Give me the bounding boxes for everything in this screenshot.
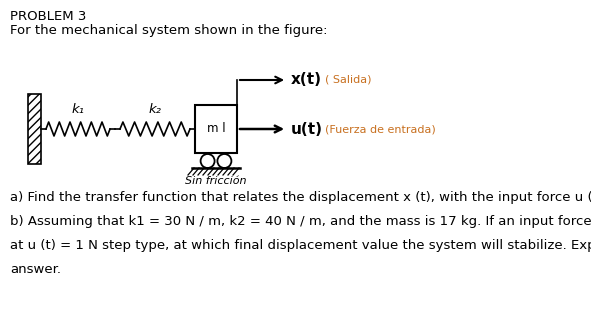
Text: a) Find the transfer function that relates the displacement x (t), with the inpu: a) Find the transfer function that relat… — [10, 191, 591, 204]
Text: m l: m l — [207, 122, 225, 136]
Text: b) Assuming that k1 = 30 N / m, k2 = 40 N / m, and the mass is 17 kg. If an inpu: b) Assuming that k1 = 30 N / m, k2 = 40 … — [10, 215, 591, 228]
Text: Sin fricción: Sin fricción — [185, 176, 247, 186]
Text: For the mechanical system shown in the figure:: For the mechanical system shown in the f… — [10, 24, 327, 37]
Text: u(t): u(t) — [291, 122, 323, 137]
Text: x(t): x(t) — [291, 72, 322, 87]
Bar — [28, 94, 41, 164]
Text: ( Salida): ( Salida) — [325, 75, 372, 85]
Text: k₁: k₁ — [72, 103, 85, 116]
Text: answer.: answer. — [10, 263, 61, 276]
Text: (Fuerza de entrada): (Fuerza de entrada) — [325, 124, 436, 134]
Bar — [195, 105, 237, 153]
Text: k₂: k₂ — [148, 103, 161, 116]
Text: at u (t) = 1 N step type, at which final displacement value the system will stab: at u (t) = 1 N step type, at which final… — [10, 239, 591, 252]
Text: PROBLEM 3: PROBLEM 3 — [10, 10, 86, 23]
